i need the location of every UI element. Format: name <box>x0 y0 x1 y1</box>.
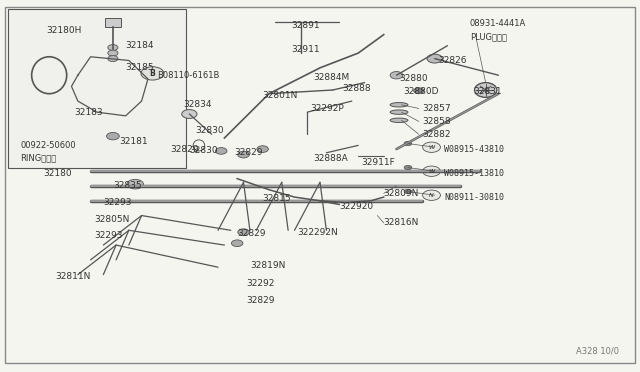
Circle shape <box>390 71 403 79</box>
Circle shape <box>108 45 118 51</box>
Text: 32293: 32293 <box>103 198 132 207</box>
Text: 08931-4441A: 08931-4441A <box>470 19 526 28</box>
Circle shape <box>108 56 118 62</box>
Text: 32183: 32183 <box>75 108 103 117</box>
Ellipse shape <box>390 103 408 107</box>
FancyBboxPatch shape <box>8 9 186 167</box>
Ellipse shape <box>390 118 408 122</box>
Text: 32882: 32882 <box>422 130 451 139</box>
Text: 322920: 322920 <box>339 202 373 211</box>
Text: 32884M: 32884M <box>314 73 350 81</box>
Text: RINGリング: RINGリング <box>20 154 57 163</box>
Text: PLUGプラグ: PLUGプラグ <box>470 32 507 41</box>
Circle shape <box>404 189 412 194</box>
Circle shape <box>404 141 412 146</box>
Text: 32181: 32181 <box>119 137 148 146</box>
Text: 00922-50600: 00922-50600 <box>20 141 76 150</box>
Text: N: N <box>429 193 434 198</box>
Text: 32184: 32184 <box>125 41 154 50</box>
Text: 32292P: 32292P <box>310 104 344 113</box>
Text: W08915-43810: W08915-43810 <box>444 145 504 154</box>
Circle shape <box>106 132 119 140</box>
Circle shape <box>141 67 164 80</box>
Text: 32811N: 32811N <box>56 272 91 281</box>
Text: B: B <box>150 69 156 78</box>
Circle shape <box>422 166 440 176</box>
Text: 32857: 32857 <box>422 104 451 113</box>
Text: 32819N: 32819N <box>250 261 285 270</box>
Text: W08915-13810: W08915-13810 <box>444 169 504 177</box>
Text: 32830: 32830 <box>196 126 225 135</box>
Text: 322292N: 322292N <box>298 228 339 237</box>
Text: W: W <box>428 145 435 150</box>
Text: 32835: 32835 <box>113 182 141 190</box>
Text: B08110-6161B: B08110-6161B <box>157 71 220 80</box>
Ellipse shape <box>390 110 408 114</box>
Text: 32880D: 32880D <box>403 87 438 96</box>
Circle shape <box>413 88 424 94</box>
Text: 32292: 32292 <box>246 279 275 288</box>
Text: 32293: 32293 <box>94 231 122 240</box>
Text: W: W <box>428 169 435 174</box>
Text: 32829: 32829 <box>170 145 199 154</box>
Text: 32185: 32185 <box>125 63 154 72</box>
Text: N08911-30810: N08911-30810 <box>444 193 504 202</box>
Circle shape <box>422 142 440 153</box>
Circle shape <box>127 179 143 189</box>
Text: 32891: 32891 <box>291 21 320 30</box>
Text: 32858: 32858 <box>422 117 451 126</box>
Text: 32829: 32829 <box>234 148 262 157</box>
Text: 32801N: 32801N <box>262 91 298 100</box>
Circle shape <box>257 146 268 153</box>
Circle shape <box>422 190 440 201</box>
Circle shape <box>238 229 249 235</box>
Circle shape <box>232 240 243 247</box>
Text: 32888A: 32888A <box>314 154 348 163</box>
Circle shape <box>108 50 118 56</box>
Circle shape <box>182 110 197 118</box>
Text: 32888: 32888 <box>342 84 371 93</box>
Text: 32815: 32815 <box>262 195 291 203</box>
Text: 32834: 32834 <box>183 100 211 109</box>
Circle shape <box>427 54 442 63</box>
Text: 32809N: 32809N <box>384 189 419 198</box>
Text: 32180H: 32180H <box>46 26 81 35</box>
Text: 32831: 32831 <box>473 87 502 96</box>
Text: 32805N: 32805N <box>94 215 129 224</box>
Bar <box>104 18 121 27</box>
Text: 32880: 32880 <box>399 74 428 83</box>
Text: 32816N: 32816N <box>384 218 419 227</box>
Text: A328 10/0: A328 10/0 <box>577 347 620 356</box>
Text: 32911: 32911 <box>291 45 320 54</box>
Text: 32826: 32826 <box>438 56 467 65</box>
Text: 32829: 32829 <box>246 296 275 305</box>
Ellipse shape <box>474 83 497 97</box>
Circle shape <box>238 151 249 158</box>
Text: 32180: 32180 <box>43 169 72 177</box>
Circle shape <box>216 148 227 154</box>
Circle shape <box>404 165 412 170</box>
Text: 32911F: 32911F <box>362 157 395 167</box>
Text: 32829: 32829 <box>237 230 266 238</box>
Text: 32830: 32830 <box>189 147 218 155</box>
